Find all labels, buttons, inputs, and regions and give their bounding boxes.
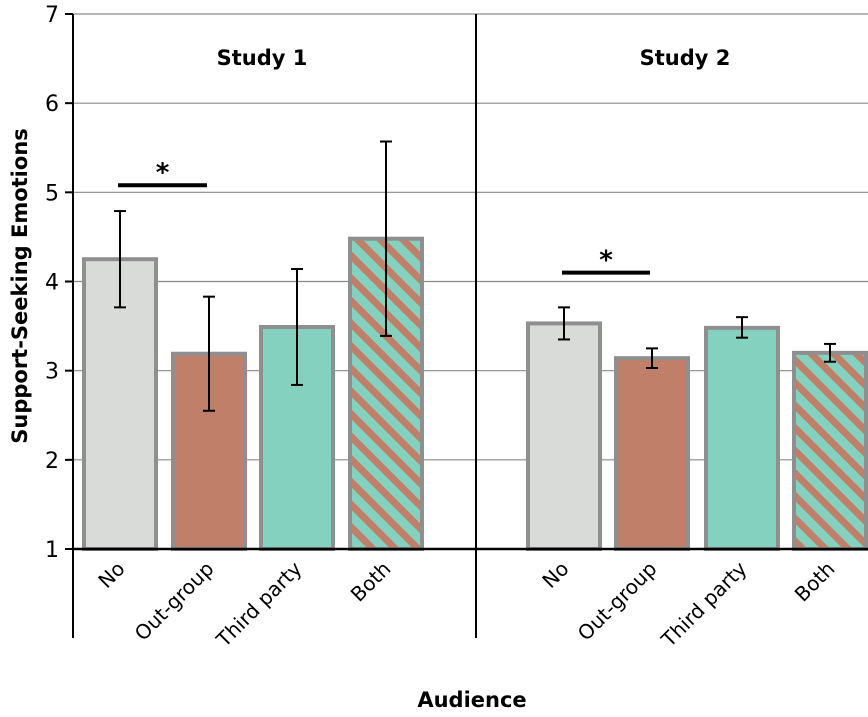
- error-bar-2-4: [824, 342, 836, 363]
- y-tick-label-5: 5: [45, 181, 59, 206]
- error-bar-1-1: [114, 210, 126, 309]
- category-label-1-1: No: [93, 557, 129, 593]
- y-tick-label-4: 4: [45, 271, 59, 296]
- category-label-2-4: Both: [790, 557, 840, 607]
- error-bar-2-1: [558, 306, 570, 341]
- panel-title-2: Study 2: [640, 46, 731, 70]
- error-bar-2-3: [736, 316, 748, 339]
- category-label-2-2: Out-group: [573, 557, 662, 646]
- panel-title-1: Study 1: [217, 46, 308, 70]
- bar-2-no: [526, 321, 602, 551]
- significance-asterisk-1: *: [156, 158, 170, 188]
- bars: [82, 140, 868, 552]
- bar-2-out-group: [614, 356, 690, 551]
- category-label-2-3: Third party: [656, 556, 752, 652]
- x-axis-title: Audience: [417, 688, 526, 712]
- axes: [65, 13, 868, 638]
- error-bar-1-4: [380, 140, 392, 337]
- error-bar-1-2: [203, 295, 215, 412]
- y-tick-label-2: 2: [45, 449, 59, 474]
- significance-asterisk-2: *: [599, 246, 613, 276]
- bar-2-third-party: [704, 325, 780, 551]
- y-tick-label-3: 3: [45, 360, 59, 385]
- error-bar-2-2: [646, 347, 658, 369]
- category-label-2-1: No: [537, 557, 573, 593]
- category-label-1-4: Both: [346, 557, 396, 607]
- category-label-1-3: Third party: [211, 556, 307, 652]
- y-tick-label-1: 1: [45, 538, 59, 563]
- bar-2-both: [792, 350, 868, 552]
- y-tick-label-6: 6: [45, 92, 59, 117]
- error-bar-1-3: [291, 268, 303, 386]
- y-tick-label-7: 7: [45, 3, 59, 28]
- category-label-1-2: Out-group: [130, 557, 219, 646]
- y-axis-title: Support-Seeking Emotions: [8, 128, 32, 444]
